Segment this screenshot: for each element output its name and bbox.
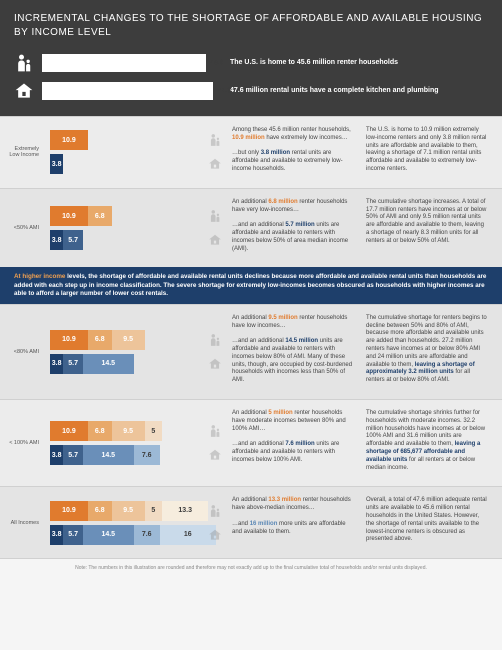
intro-block: 45.6 The U.S. is home to 45.6 million ren… [0, 52, 502, 116]
row-label: <80% AMI [8, 315, 42, 389]
row-label: All Incomes [8, 497, 42, 548]
house-icon [208, 230, 222, 250]
bar-segment: 14.5 [83, 445, 133, 465]
text-column: An additional 6.8 million renter househo… [232, 199, 488, 258]
bar-track: 3.85.714.57.616 [50, 525, 224, 545]
text-column: An additional 9.5 million renter househo… [232, 315, 488, 389]
right-text: The U.S. is home to 10.9 million extreme… [366, 127, 488, 178]
bar-segment: 9.5 [112, 330, 145, 350]
bar-segment: 7.6 [134, 525, 160, 545]
bar-segment: 6.8 [88, 330, 112, 350]
bar-track: 10.9 [50, 130, 224, 150]
bar-track: 10.96.8 [50, 206, 224, 226]
house-icon [208, 154, 222, 174]
bar-track: 3.85.714.5 [50, 354, 224, 374]
bar-segment: 10.9 [50, 130, 88, 150]
section-row: All Incomes10.96.89.5513.33.85.714.57.61… [0, 486, 502, 558]
bars-column: 10.96.89.5513.3 3.85.714.57.616 [50, 497, 224, 548]
intro-bar-value: 45.6 [210, 60, 224, 67]
section-row: < 100% AMI 10.96.89.55 3.85.714.57.6 An add… [0, 399, 502, 486]
person-icon [208, 206, 222, 226]
section-row: <80% AMI 10.96.89.5 3.85.714.5 An additiona… [0, 304, 502, 399]
left-text: Among these 45.6 million renter househol… [232, 127, 354, 178]
right-text: The cumulative shortage shrinks further … [366, 410, 488, 476]
bar-track: 10.96.89.5 [50, 330, 224, 350]
row-label: Extremely Low Income [8, 127, 42, 178]
bar-segment: 6.8 [88, 501, 112, 521]
bar-segment: 3.8 [50, 230, 63, 250]
bar-segment: 5 [145, 421, 162, 441]
bar-segment: 9.5 [112, 501, 145, 521]
bar-segment: 9.5 [112, 421, 145, 441]
text-column: An additional 13.3 million renter househ… [232, 497, 488, 548]
bars-column: 10.96.89.55 3.85.714.57.6 [50, 410, 224, 476]
bar-segment: 3.8 [50, 525, 63, 545]
bar-segment: 6.8 [88, 421, 112, 441]
intro-bar: 47.6 [42, 82, 222, 100]
page-title: INCREMENTAL CHANGES TO THE SHORTAGE OF A… [14, 12, 488, 40]
bars-column: 10.9 3.8 [50, 127, 224, 178]
person-icon [208, 501, 222, 521]
bar-track: 10.96.89.5513.3 [50, 501, 224, 521]
intro-row: 45.6 The U.S. is home to 45.6 million ren… [14, 52, 488, 74]
left-text: An additional 6.8 million renter househo… [232, 199, 354, 258]
row-label: < 100% AMI [8, 410, 42, 476]
intro-bar: 45.6 [42, 54, 222, 72]
bar-track: 3.85.7 [50, 230, 224, 250]
house-icon [14, 80, 34, 102]
title-block: INCREMENTAL CHANGES TO THE SHORTAGE OF A… [0, 0, 502, 52]
right-text: The cumulative shortage increases. A tot… [366, 199, 488, 258]
intro-text: The U.S. is home to 45.6 million renter … [230, 59, 488, 67]
text-column: An additional 5 million renter household… [232, 410, 488, 476]
bar-track: 3.85.714.57.6 [50, 445, 224, 465]
bars-column: 10.96.89.5 3.85.714.5 [50, 315, 224, 389]
person-icon [208, 130, 222, 150]
bar-segment: 5.7 [63, 525, 83, 545]
left-text: An additional 5 million renter household… [232, 410, 354, 476]
house-icon [208, 525, 222, 545]
person-icon [208, 330, 222, 350]
bar-segment: 7.6 [134, 445, 160, 465]
bar-segment: 10.9 [50, 330, 88, 350]
house-icon [208, 354, 222, 374]
bar-segment: 5.7 [63, 354, 83, 374]
intro-text: 47.6 million rental units have a complet… [230, 87, 488, 95]
bar-segment: 3.8 [50, 154, 63, 174]
left-text: An additional 13.3 million renter househ… [232, 497, 354, 548]
bar-track: 10.96.89.55 [50, 421, 224, 441]
footnote: Note: The numbers in this illustration a… [0, 558, 502, 577]
section-row: Extremely Low Income 10.9 3.8 Among these 4… [0, 116, 502, 188]
bar-segment: 3.8 [50, 445, 63, 465]
bar-segment: 3.8 [50, 354, 63, 374]
callout: At higher income levels, the shortage of… [0, 267, 502, 304]
bars-column: 10.96.8 3.85.7 [50, 199, 224, 258]
row-label: <50% AMI [8, 199, 42, 258]
bar-segment: 5 [145, 501, 162, 521]
sections-container: Extremely Low Income 10.9 3.8 Among these 4… [0, 116, 502, 558]
text-column: Among these 45.6 million renter househol… [232, 127, 488, 178]
bar-segment: 10.9 [50, 501, 88, 521]
right-text: Overall, a total of 47.6 million adequat… [366, 497, 488, 548]
bar-track: 3.8 [50, 154, 224, 174]
person-icon [14, 52, 34, 74]
house-icon [208, 445, 222, 465]
section-row: <50% AMI 10.96.8 3.85.7 An additional 6.8 m… [0, 188, 502, 268]
bar-segment: 10.9 [50, 206, 88, 226]
person-icon [208, 421, 222, 441]
bar-segment: 14.5 [83, 525, 133, 545]
left-text: An additional 9.5 million renter househo… [232, 315, 354, 389]
right-text: The cumulative shortage for renters begi… [366, 315, 488, 389]
intro-row: 47.647.6 million rental units have a com… [14, 80, 488, 102]
bar-segment: 6.8 [88, 206, 112, 226]
intro-bar-value: 47.6 [217, 88, 231, 95]
bar-segment: 10.9 [50, 421, 88, 441]
bar-segment: 5.7 [63, 445, 83, 465]
bar-segment: 13.3 [162, 501, 208, 521]
bar-segment: 5.7 [63, 230, 83, 250]
bar-segment: 14.5 [83, 354, 133, 374]
